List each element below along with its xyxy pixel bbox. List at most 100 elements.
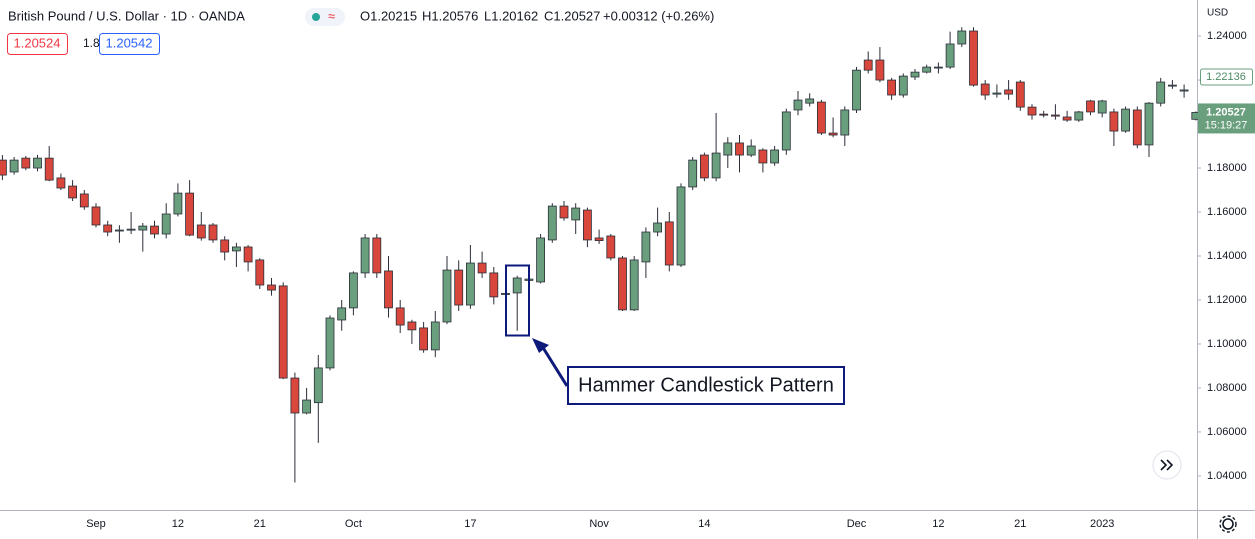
candle-body (454, 269, 464, 306)
candle-body (243, 246, 253, 263)
candle-body (384, 270, 393, 309)
candle-body (430, 321, 440, 351)
candle-body (1179, 89, 1189, 92)
candle-body (606, 235, 616, 259)
candle-body (220, 239, 230, 253)
ohlc-change: +0.00312 (+0.26%) (603, 8, 714, 23)
x-tick-label: Nov (589, 518, 609, 530)
y-tick-label: 1.14000 (1207, 250, 1247, 262)
candle-body (115, 229, 124, 232)
candle-body (1144, 102, 1154, 146)
candle-body (0, 159, 7, 176)
candle-body (957, 30, 967, 45)
candle-body (372, 237, 382, 274)
x-tick-label: 21 (1014, 518, 1026, 530)
price-marker-label: 1.22136 (1206, 71, 1246, 83)
candle-body (1086, 100, 1095, 113)
y-tick-label: 1.06000 (1207, 426, 1247, 438)
candle-body (618, 257, 627, 311)
currency-label[interactable]: USD (1207, 8, 1228, 19)
candle-body (91, 206, 101, 226)
candle-body (126, 228, 136, 231)
candle-body (9, 159, 19, 173)
ask-box[interactable] (99, 33, 160, 55)
candles (0, 27, 1201, 483)
candle-body (1015, 81, 1025, 108)
price-marker-tag (1200, 68, 1253, 86)
last-price-label: 1.20527 (1206, 106, 1246, 118)
candle-body (547, 205, 557, 241)
y-tick-label: 1.10000 (1207, 338, 1247, 350)
ohlc-open: O1.20215 (360, 8, 417, 23)
y-tick-label: 1.08000 (1207, 382, 1247, 394)
icon-glyph: ≈ (328, 8, 335, 23)
candle-body (278, 285, 288, 379)
x-tick-label: 14 (698, 518, 710, 530)
candle-body (746, 145, 756, 156)
candle-body (208, 224, 218, 241)
y-tick-label: 1.12000 (1207, 294, 1247, 306)
candle-body (1132, 109, 1142, 146)
x-tick-label: Sep (86, 518, 106, 530)
candle-body (290, 377, 300, 414)
symbol-title: British Pound / U.S. Dollar · 1D · OANDA (8, 8, 245, 23)
candle-body (1121, 108, 1130, 132)
x-tick-label: Dec (847, 518, 867, 530)
candle-body (313, 367, 323, 404)
candle-body (770, 149, 779, 164)
countdown-label: 15:19:27 (1205, 119, 1248, 131)
candle-body (758, 149, 768, 164)
candle-body (231, 246, 241, 252)
status-icons: ≈ (305, 8, 345, 26)
candle-body (512, 277, 522, 294)
candle-body (56, 177, 66, 189)
candle-body (922, 66, 932, 73)
x-tick-label: 2023 (1090, 518, 1114, 530)
candle-body (945, 43, 955, 68)
candle-body (79, 193, 89, 208)
candle-body (992, 92, 1002, 95)
x-tick-label: Oct (345, 518, 362, 530)
candle-body (559, 205, 569, 219)
candle-body (664, 221, 674, 266)
x-tick-label: 12 (932, 518, 944, 530)
settings-icon[interactable] (1219, 515, 1237, 533)
candle-body (255, 259, 265, 286)
candle-body (817, 101, 826, 134)
candle-body (688, 159, 698, 188)
candle-body (185, 192, 195, 236)
candle-body (980, 83, 990, 96)
candle-body (360, 237, 370, 274)
scroll-button[interactable] (1152, 450, 1182, 480)
bid-box[interactable] (7, 33, 68, 55)
candle-body (840, 109, 850, 136)
candle-body (583, 209, 592, 241)
candle-body (969, 30, 978, 86)
spread: 1.8 (83, 36, 100, 50)
candle-body (629, 259, 639, 311)
annotation-text: Hammer Candlestick Pattern (578, 374, 834, 396)
ask-price[interactable]: 1.20542 (106, 35, 153, 50)
candle-body (477, 262, 487, 274)
candle-body (852, 69, 861, 111)
x-tick-label: 17 (464, 518, 476, 530)
candle-body (1004, 89, 1013, 95)
x-tick-label: 21 (254, 518, 266, 530)
candle-body (781, 111, 791, 151)
candle-body (700, 154, 709, 179)
candle-body (828, 132, 838, 136)
candle-body (875, 59, 885, 81)
candle-body (103, 224, 113, 233)
candle-body (161, 213, 171, 235)
candle-body (1062, 116, 1072, 121)
candle-body (934, 66, 943, 69)
bid-price[interactable]: 1.20524 (14, 35, 61, 50)
candle-body (489, 272, 499, 298)
pattern-highlight (505, 264, 530, 337)
candle-body (711, 152, 721, 179)
annotation-arrowhead (532, 338, 549, 353)
candle-body (1027, 106, 1037, 116)
candle-body (805, 98, 815, 104)
candle-body (641, 231, 651, 263)
